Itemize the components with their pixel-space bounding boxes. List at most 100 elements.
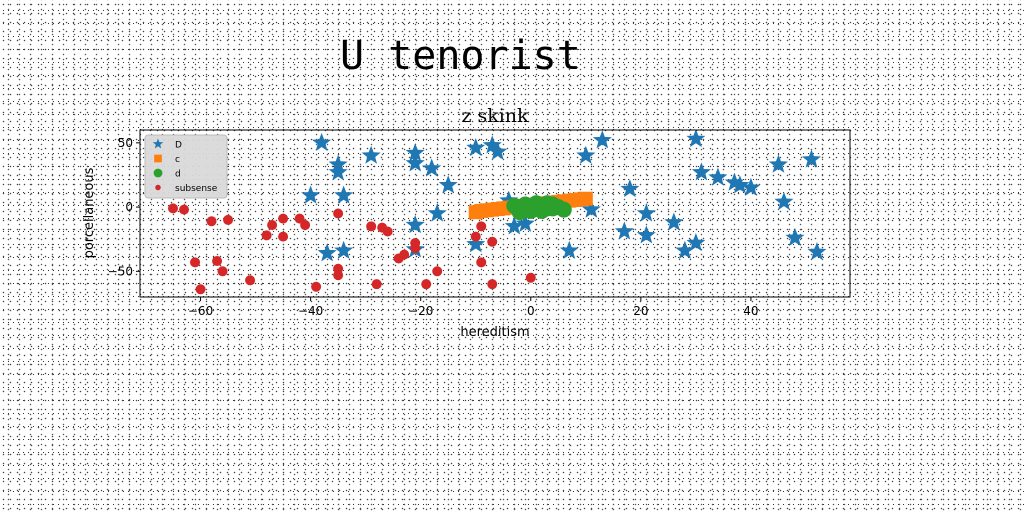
x-tick-label: −60 (188, 304, 213, 318)
x-tick-label: −20 (408, 304, 433, 318)
axes-frame (139, 129, 851, 298)
data-point-D (636, 203, 656, 222)
data-point-subsense (267, 220, 278, 231)
axis-ticks: −60 −40 −20 0 20 40 −50 0 50 (108, 136, 759, 318)
data-point-D (686, 233, 706, 252)
data-point-D (576, 145, 596, 164)
x-tick-label: 40 (743, 304, 758, 318)
data-point-subsense (487, 279, 498, 290)
data-point-D (614, 221, 634, 240)
y-tick-label: 0 (125, 200, 133, 214)
y-tick-label: 50 (118, 136, 133, 150)
data-point-subsense (421, 279, 432, 290)
data-point-subsense (217, 266, 228, 277)
data-point-D (334, 185, 354, 204)
data-point-subsense (278, 213, 289, 224)
legend-marker-d (153, 168, 163, 178)
data-point-D (785, 227, 805, 246)
data-point-D (499, 190, 519, 209)
data-point-D (438, 175, 458, 194)
data-point-D (581, 199, 601, 218)
data-point-subsense (300, 220, 311, 231)
y-tick-label: −50 (108, 264, 133, 278)
data-point-D (774, 191, 794, 211)
legend-label-d: d (175, 170, 181, 180)
data-point-D (301, 185, 321, 204)
data-point-D (405, 143, 425, 162)
data-point-subsense (261, 230, 272, 241)
data-point-D (675, 240, 695, 259)
data-point-subsense (168, 203, 179, 214)
data-point-D (691, 162, 711, 181)
data-point-subsense (470, 231, 481, 242)
data-point-subsense (487, 236, 498, 247)
data-point-subsense (476, 257, 487, 268)
data-point-subsense (333, 270, 344, 281)
x-axis-label: hereditism (460, 325, 529, 340)
data-point-subsense (371, 279, 382, 290)
chart-title: z skink (461, 105, 529, 127)
x-tick-label: −40 (298, 304, 323, 318)
data-point-D (592, 130, 612, 149)
data-point-subsense (333, 208, 344, 219)
data-point-subsense (195, 284, 206, 295)
data-point-D (317, 243, 337, 262)
data-point-subsense (476, 221, 487, 232)
data-point-d (544, 200, 561, 217)
data-point-D (515, 213, 535, 232)
data-point-D (724, 172, 744, 191)
data-point-D (466, 137, 486, 157)
x-tick-label: 0 (527, 304, 535, 318)
data-point-subsense (311, 281, 322, 292)
data-point-subsense (382, 226, 393, 237)
data-point-D (488, 141, 508, 160)
legend-marker-c (154, 154, 162, 163)
data-point-D (686, 130, 706, 148)
data-point-D (664, 212, 684, 231)
data-point-D (361, 145, 381, 164)
data-point-subsense (366, 221, 377, 232)
legend-box (144, 134, 228, 199)
data-point-D (427, 203, 447, 222)
data-point-subsense (525, 272, 536, 283)
data-point-subsense (399, 249, 410, 260)
data-point-D (730, 175, 750, 194)
data-point-D (422, 158, 442, 177)
y-axis-label: porcellaneous (82, 167, 97, 258)
data-point-D (405, 153, 425, 172)
data-point-subsense (179, 204, 190, 215)
data-point-D (328, 162, 348, 181)
data-point-D (559, 240, 579, 259)
data-point-D (334, 240, 354, 259)
x-tick-label: 20 (633, 304, 648, 318)
data-point-subsense (278, 231, 289, 242)
data-point-subsense (206, 216, 217, 227)
data-point-subsense (212, 256, 223, 267)
data-point-subsense (410, 243, 421, 254)
legend-label-c: c (175, 155, 180, 165)
legend: Dcd subsense (144, 134, 228, 199)
data-point-subsense (432, 266, 443, 277)
data-point-D (504, 216, 524, 235)
data-point-D (312, 132, 332, 151)
data-point-D (807, 242, 827, 261)
data-point-subsense (223, 214, 234, 225)
legend-label-D: D (175, 141, 182, 151)
legend-label-subsense: subsense (175, 184, 218, 194)
data-point-subsense (190, 257, 201, 268)
data-point-D (482, 135, 502, 154)
data-point-D (636, 225, 656, 244)
data-point-D (708, 167, 728, 186)
data-point-D (801, 149, 821, 168)
data-point-D (405, 215, 425, 234)
legend-marker-D (152, 138, 164, 149)
legend-marker-subsense (155, 184, 161, 191)
data-point-D (741, 177, 761, 196)
data-point-D (768, 154, 788, 173)
data-point-subsense (245, 275, 256, 286)
data-point-D (466, 234, 486, 253)
plot-area (168, 130, 827, 295)
page-title: U tenorist (340, 33, 581, 79)
data-point-D (620, 179, 640, 198)
